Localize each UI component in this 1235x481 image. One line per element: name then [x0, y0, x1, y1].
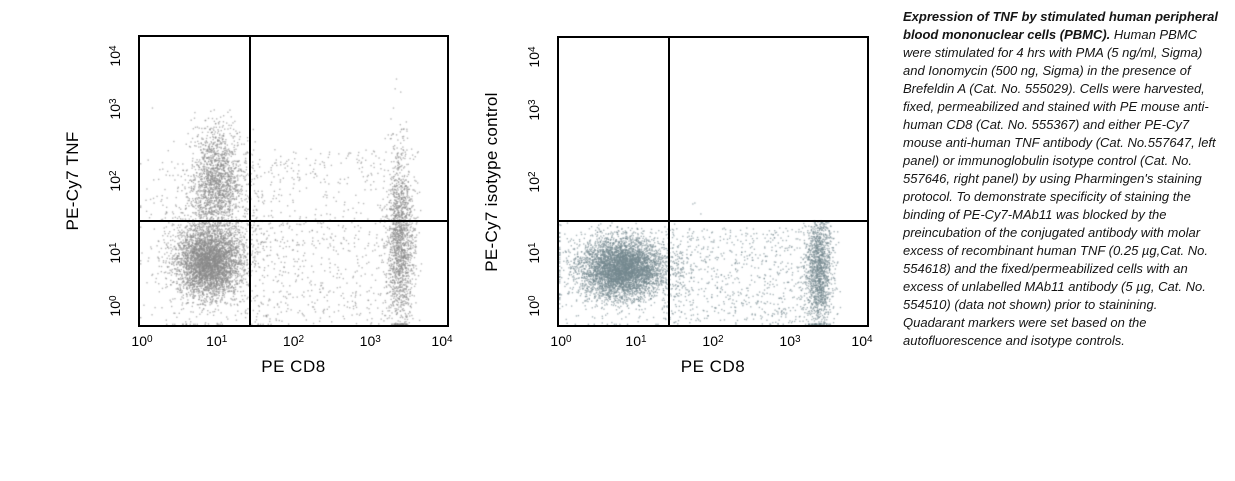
x-tick-label: 103: [359, 333, 381, 349]
quadrant-line-vertical: [248, 37, 251, 325]
x-axis-label-left: PE CD8: [261, 357, 326, 376]
quadrant-line-horizontal: [559, 220, 867, 223]
x-tick-label: 104: [851, 333, 873, 349]
scatter-dots-left: [140, 37, 447, 325]
y-tick-label: 102: [107, 170, 123, 192]
y-tick-label: 100: [526, 295, 542, 317]
plot-area-right: PE-Cy7 isotype control PE CD8 100 101 102 1…: [482, 36, 873, 376]
y-tick-label: 104: [107, 45, 123, 67]
x-axis-label-right: PE CD8: [680, 357, 746, 376]
plot-area-left: PE-Cy7 TNF PE CD8 100 101 102 103 104 100 101 1…: [63, 35, 453, 376]
x-tick-label: 100: [550, 333, 572, 349]
x-tick-label: 101: [625, 333, 647, 349]
y-tick-label: 103: [526, 99, 542, 121]
y-tick-label: 101: [107, 242, 123, 264]
y-tick-label: 103: [107, 98, 123, 120]
y-tick-label: 102: [526, 170, 542, 193]
x-tick-label: 100: [131, 333, 153, 349]
quadrant-line-horizontal: [140, 219, 447, 222]
caption-body: Human PBMC were stimulated for 4 hrs wit…: [903, 27, 1216, 348]
y-axis-label-right: PE-Cy7 isotype control: [482, 92, 501, 272]
caption-title: Expression of TNF by stimulated human pe…: [903, 9, 1218, 42]
x-tick-label: 103: [779, 333, 801, 349]
x-tick-label: 102: [702, 333, 724, 349]
y-axis-label-left: PE-Cy7 TNF: [63, 131, 82, 231]
x-tick-label: 102: [282, 333, 305, 349]
y-tick-label: 101: [526, 242, 542, 264]
figure-caption: Expression of TNF by stimulated human pe…: [903, 8, 1221, 350]
x-tick-label: 104: [431, 333, 453, 349]
quadrant-line-vertical: [668, 38, 671, 325]
y-tick-label: 104: [526, 46, 542, 68]
y-tick-label: 100: [107, 295, 123, 317]
x-tick-label: 101: [206, 333, 228, 349]
scatter-dots-right: [559, 38, 867, 325]
